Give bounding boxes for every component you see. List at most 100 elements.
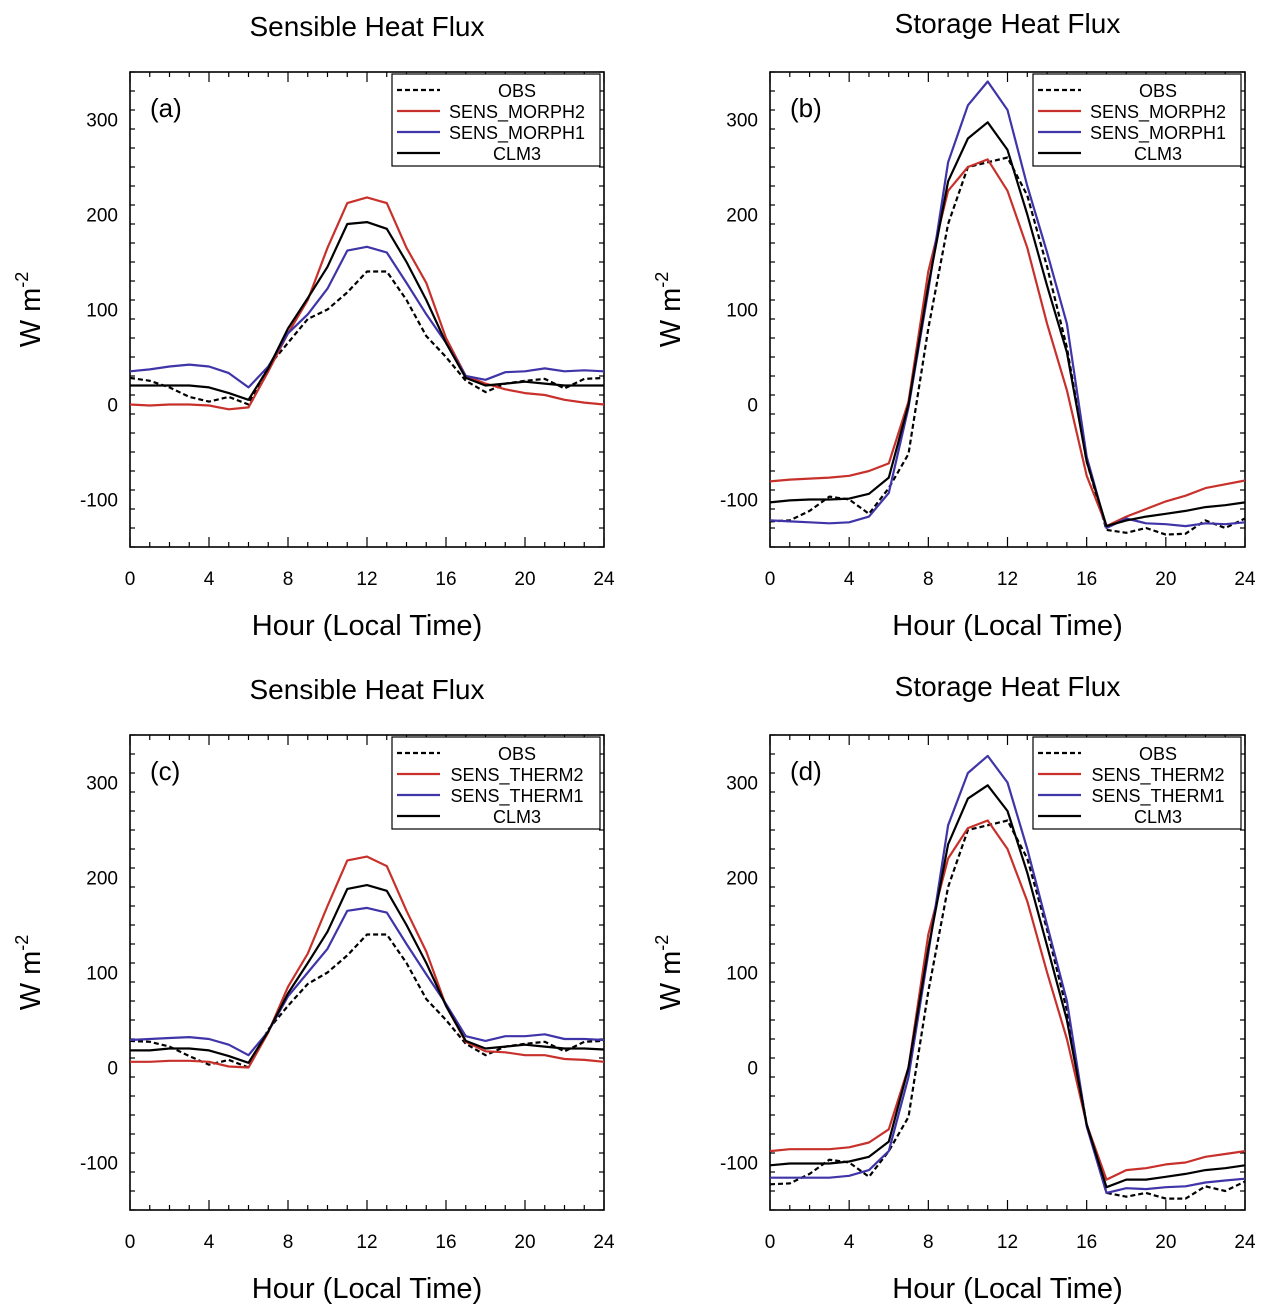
panel-d: Storage Heat Flux 0 4 8 12 16 20 24 -100 0 100 200 3… — [652, 671, 1256, 1304]
tick-marks — [129, 734, 605, 1211]
legend-box — [1032, 736, 1242, 830]
legend-label: OBS — [1139, 744, 1177, 764]
x-axis-label: Hour (Local Time) — [252, 1273, 482, 1304]
legend-box — [1032, 73, 1242, 167]
x-tick-label: 8 — [283, 569, 294, 590]
legend-label: SENS_THERM2 — [1091, 765, 1224, 786]
y-tick-label: -100 — [80, 1154, 118, 1175]
y-tick-label: 200 — [726, 869, 758, 890]
legend-label: SENS_MORPH1 — [449, 123, 585, 144]
y-tick-label: 300 — [726, 111, 758, 132]
x-tick-label: 24 — [593, 1232, 615, 1253]
y-axis-label-superscript: -2 — [12, 935, 32, 951]
x-tick-label: 4 — [204, 1232, 215, 1253]
x-tick-label: 16 — [1076, 569, 1097, 590]
chart-title: Sensible Heat Flux — [249, 11, 484, 42]
legend-label: SENS_THERM1 — [1091, 786, 1224, 807]
chart-title: Storage Heat Flux — [895, 8, 1121, 39]
series-line-sens_therm2 — [130, 855, 605, 1069]
x-tick-label: 8 — [923, 1232, 934, 1253]
x-axis-label: Hour (Local Time) — [892, 1273, 1122, 1304]
y-tick-label: 300 — [86, 774, 118, 795]
legend-label: SENS_MORPH1 — [1090, 123, 1226, 144]
chart-title: Sensible Heat Flux — [249, 674, 484, 705]
legend-label: CLM3 — [1134, 807, 1182, 827]
x-axis-label: Hour (Local Time) — [252, 610, 482, 642]
panel-a: Sensible Heat Flux 0 4 8 12 16 20 24 -100 0 100 200… — [12, 11, 615, 642]
y-tick-label: 0 — [747, 1059, 758, 1080]
x-tick-label: 4 — [844, 1232, 855, 1253]
x-tick-label: 0 — [765, 569, 776, 590]
y-axis-label: W m-2 — [12, 935, 47, 1011]
x-tick-label: 24 — [593, 569, 615, 590]
y-axis-label-superscript: -2 — [12, 272, 32, 288]
x-tick-label: 20 — [1155, 569, 1176, 590]
y-tick-label: 0 — [747, 396, 758, 417]
x-tick-label: 4 — [844, 569, 855, 590]
series-line-sens_therm1 — [770, 754, 1246, 1195]
series-line-clm3 — [769, 784, 1246, 1189]
y-tick-label: 100 — [86, 301, 118, 322]
y-tick-label: 0 — [107, 1059, 118, 1080]
y-tick-label: 100 — [726, 301, 758, 322]
series-line-obs — [769, 156, 1246, 536]
panel-b: Storage Heat Flux 0 4 8 12 16 20 24 -100 0 100 200 3… — [652, 8, 1256, 642]
x-tick-label: 12 — [997, 1232, 1018, 1253]
x-tick-label: 4 — [204, 569, 215, 590]
tick-marks — [769, 71, 1246, 548]
x-tick-label: 8 — [923, 569, 934, 590]
series-line-obs — [769, 819, 1246, 1200]
series-line-sens_therm2 — [769, 819, 1246, 1181]
panel-c: Sensible Heat Flux 0 4 8 12 16 20 24 -100 0 100 200… — [12, 674, 615, 1304]
tick-marks — [769, 734, 1246, 1211]
series-line-sens_morph1 — [769, 80, 1246, 530]
x-tick-label: 24 — [1234, 1232, 1256, 1253]
y-axis-label-superscript: -2 — [652, 272, 672, 288]
x-axis-label: Hour (Local Time) — [892, 610, 1122, 642]
legend-label: CLM3 — [1134, 144, 1182, 164]
legend-box — [391, 73, 601, 167]
x-tick-label: 12 — [356, 569, 377, 590]
x-tick-label: 16 — [435, 569, 456, 590]
series-line-clm3 — [130, 883, 605, 1064]
y-axis-label: W m-2 — [12, 272, 47, 348]
x-tick-label: 8 — [283, 1232, 294, 1253]
y-axis-label: W m-2 — [652, 272, 687, 348]
x-tick-label: 0 — [765, 1232, 776, 1253]
x-tick-label: 12 — [356, 1232, 377, 1253]
legend-label: SENS_MORPH2 — [1090, 102, 1226, 123]
panel-label: (b) — [790, 93, 822, 123]
y-tick-label: 200 — [86, 206, 118, 227]
chart-title: Storage Heat Flux — [895, 671, 1121, 702]
y-tick-label: -100 — [720, 1154, 758, 1175]
legend-label: SENS_THERM1 — [450, 786, 583, 807]
x-tick-label: 24 — [1234, 569, 1256, 590]
legend-label: OBS — [498, 744, 536, 764]
x-tick-label: 0 — [125, 569, 136, 590]
panel-label: (a) — [150, 93, 182, 123]
x-tick-label: 20 — [514, 569, 535, 590]
x-tick-label: 16 — [1076, 1232, 1097, 1253]
y-tick-label: 200 — [86, 869, 118, 890]
series-line-sens_therm1 — [129, 906, 605, 1057]
legend-label: SENS_THERM2 — [450, 765, 583, 786]
legend-label: CLM3 — [493, 807, 541, 827]
legend-label: CLM3 — [493, 144, 541, 164]
y-axis-label-superscript: -2 — [652, 935, 672, 951]
series-line-sens_morph2 — [129, 196, 605, 411]
legend-label: SENS_MORPH2 — [449, 102, 585, 123]
series-line-clm3 — [769, 121, 1246, 528]
series-line-clm3 — [130, 221, 604, 401]
x-tick-label: 16 — [435, 1232, 456, 1253]
y-tick-label: 200 — [726, 206, 758, 227]
series-line-sens_morph2 — [769, 158, 1246, 528]
legend-box — [391, 736, 601, 830]
y-tick-label: -100 — [80, 491, 118, 512]
x-tick-label: 20 — [514, 1232, 535, 1253]
legend-label: OBS — [498, 81, 536, 101]
